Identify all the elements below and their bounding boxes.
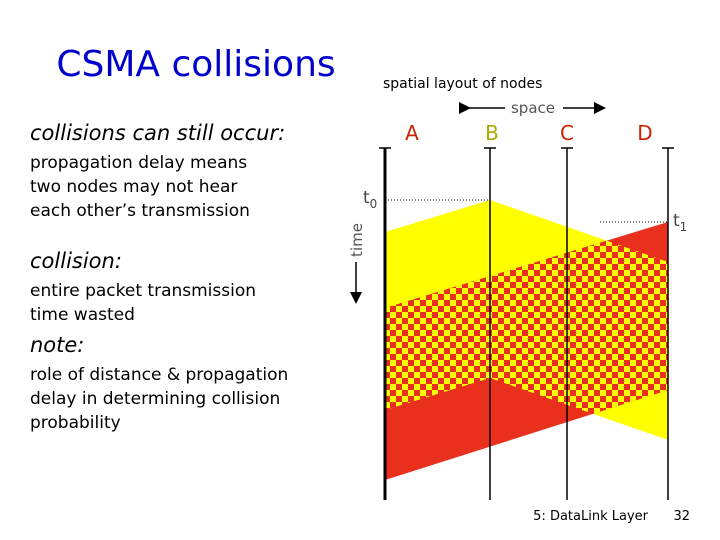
t1-label: t1 bbox=[673, 211, 687, 234]
section-line: time wasted bbox=[30, 305, 135, 325]
t0-label: t0 bbox=[363, 188, 377, 211]
section-line: role of distance & propagation bbox=[30, 365, 288, 385]
section-line: probability bbox=[30, 413, 121, 433]
space-bg bbox=[505, 99, 563, 117]
section-heading: note: bbox=[30, 333, 84, 357]
space-label: space bbox=[511, 99, 555, 117]
node-label: A bbox=[405, 121, 419, 145]
footer-page: 32 bbox=[673, 509, 690, 524]
footer-chapter: 5: DataLink Layer bbox=[533, 509, 648, 524]
node-label: C bbox=[560, 121, 574, 145]
diagram-caption: spatial layout of nodes bbox=[383, 76, 542, 92]
section-line: each other’s transmission bbox=[30, 201, 250, 221]
slide-title: CSMA collisions bbox=[56, 44, 335, 85]
section-heading: collision: bbox=[30, 249, 122, 273]
section-line: entire packet transmission bbox=[30, 281, 256, 301]
section-line: propagation delay means bbox=[30, 153, 247, 173]
section-line: two nodes may not hear bbox=[30, 177, 237, 197]
section-heading: collisions can still occur: bbox=[30, 121, 285, 145]
node-label: B bbox=[485, 121, 499, 145]
section-line: delay in determining collision bbox=[30, 389, 280, 409]
left-text: collisions can still occur: propagation d… bbox=[30, 121, 288, 433]
node-label: D bbox=[637, 121, 652, 145]
time-label: time bbox=[348, 223, 366, 257]
nodes: A B C D bbox=[379, 121, 674, 500]
